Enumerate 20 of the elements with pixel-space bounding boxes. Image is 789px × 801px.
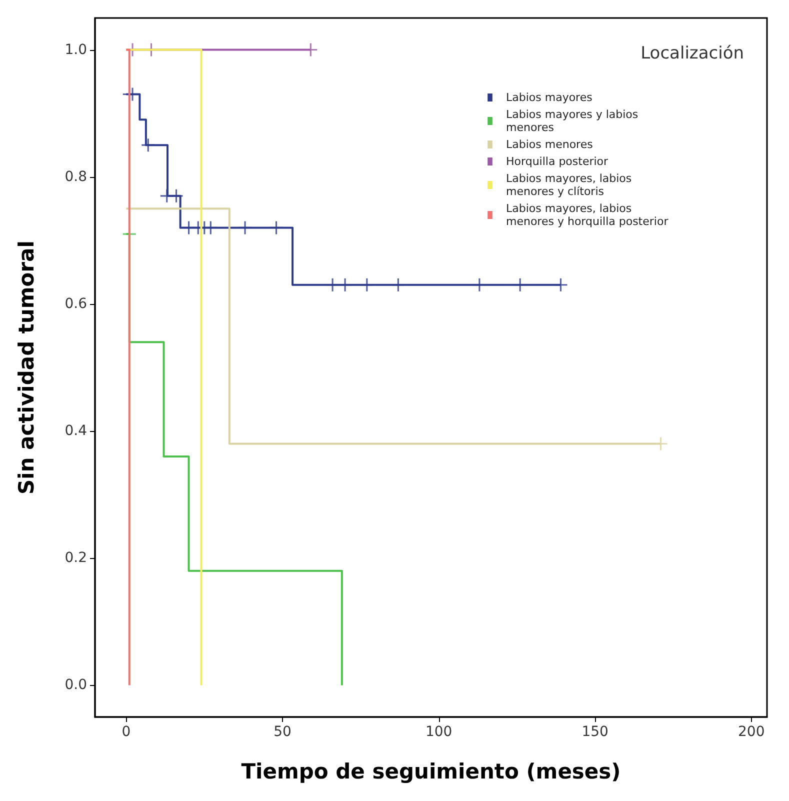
x-tick-label: 150 <box>582 724 608 740</box>
y-tick-label: 0.4 <box>64 423 88 440</box>
y-tick-label: 0.8 <box>64 168 87 185</box>
legend-label: Labios menores <box>506 138 594 151</box>
x-tick-label: 200 <box>738 724 765 740</box>
x-tick-label: 0 <box>122 724 131 740</box>
legend-label: Labios mayores, labios menores y clítoris <box>506 172 636 198</box>
legend-label: Horquilla posterior <box>506 155 609 168</box>
y-tick-label: 1.0 <box>64 42 87 58</box>
legend-label: Labios mayores <box>506 91 593 104</box>
legend-label: Labios mayores, labios menores y horquilla posterior <box>506 202 669 228</box>
x-tick-label: 100 <box>425 724 452 740</box>
y-tick-label: 0.0 <box>64 677 87 694</box>
x-tick-label: 50 <box>274 724 292 740</box>
y-tick-label: 0.2 <box>64 550 87 566</box>
legend-label: Labios mayores y labios menores <box>506 108 642 134</box>
y-tick-label: 0.6 <box>64 296 88 312</box>
y-axis-title: Sin actividad tumoral <box>14 240 38 494</box>
x-axis-title: Tiempo de seguimiento (meses) <box>241 760 621 784</box>
legend-title: Localización <box>640 44 744 64</box>
